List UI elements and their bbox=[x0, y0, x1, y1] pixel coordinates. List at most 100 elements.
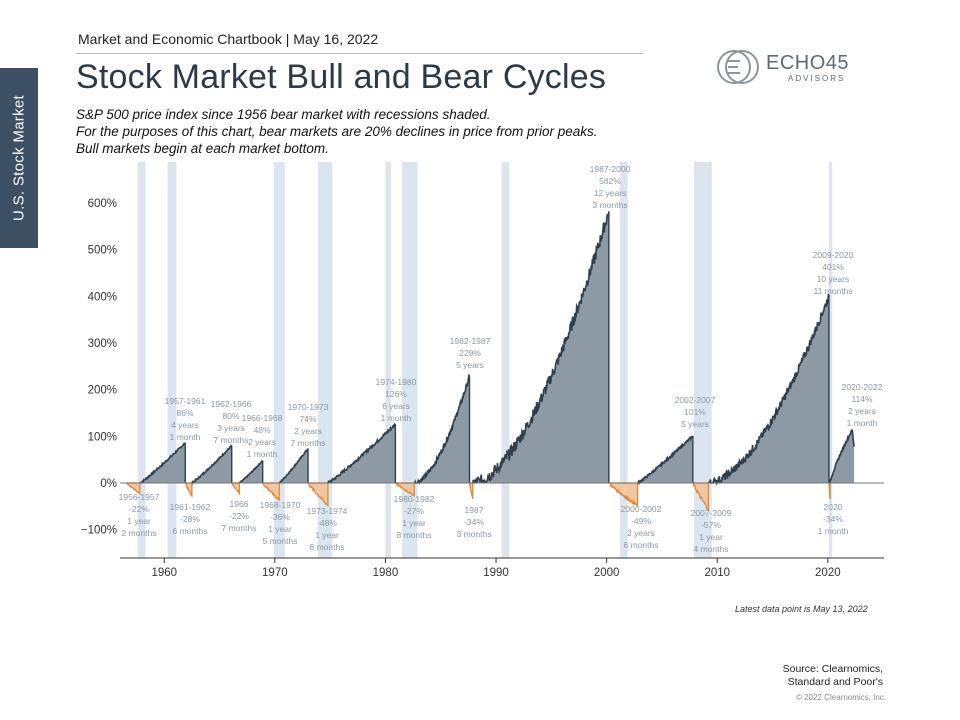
bull-7-label-line-2: 5 years bbox=[681, 419, 709, 429]
subtitle-line-3: Bull markets begin at each market bottom… bbox=[76, 141, 329, 156]
bear-8-label-line-0: 2007-2009 bbox=[691, 508, 732, 518]
chartbook-header: Market and Economic Chartbook | May 16, … bbox=[78, 31, 379, 47]
bull-area-0 bbox=[139, 442, 186, 483]
bear-8-label-line-1: -57% bbox=[701, 520, 721, 530]
bear-6-label-line-0: 1987 bbox=[465, 505, 484, 515]
bull-1-label-line-0: 1962-1966 bbox=[211, 399, 252, 409]
bull-area-5 bbox=[414, 375, 470, 483]
bear-3-label-line-1: -36% bbox=[270, 512, 290, 522]
bull-0-label-line-0: 1957-1961 bbox=[165, 396, 206, 406]
bull-line-1 bbox=[191, 444, 232, 485]
page-title: Stock Market Bull and Bear Cycles bbox=[76, 58, 607, 96]
bull-9-label-line-2: 2 years bbox=[848, 406, 876, 416]
bear-area-0 bbox=[125, 482, 141, 496]
bull-line-4 bbox=[327, 422, 397, 484]
bear-0-label-group: 1956-1957 -22% 1 year 2 months bbox=[119, 492, 160, 538]
bear-9-label-line-2: 1 month bbox=[818, 526, 849, 536]
bear-area-2 bbox=[230, 482, 241, 496]
bear-5-label-line-2: 1 year bbox=[402, 518, 426, 528]
chart-subtitle: S&P 500 price index since 1956 bear mark… bbox=[76, 106, 597, 157]
bull-2-label-line-0: 1966-1968 bbox=[242, 413, 283, 423]
bull-4-label-line-3: 1 month bbox=[381, 413, 412, 423]
logo-rings-icon bbox=[717, 50, 759, 84]
echo45-logo: ECHO45 ADVISORS bbox=[716, 40, 866, 90]
bear-7-label-line-1: -49% bbox=[631, 516, 651, 526]
bull-4-label-line-0: 1974-1980 bbox=[376, 377, 417, 387]
bear-1-label-line-2: 6 months bbox=[173, 526, 208, 536]
bull-5-label-line-0: 1982-1987 bbox=[450, 336, 491, 346]
bull-0-label-line-3: 1 month bbox=[170, 432, 201, 442]
bear-5-label-group: 1980-1982 -27% 1 year 8 months bbox=[394, 494, 435, 540]
y-tick-label-0: 600% bbox=[88, 198, 117, 210]
bull-7-label-line-0: 2002-2007 bbox=[675, 395, 716, 405]
section-tab: U.S. Stock Market bbox=[0, 68, 38, 248]
bull-6-label-line-2: 12 years bbox=[594, 188, 627, 198]
bull-8-label-line-2: 10 years bbox=[817, 274, 850, 284]
bull-9-label-group: 2020-2022 114% 2 years 1 month bbox=[842, 382, 883, 428]
bear-8-label-group: 2007-2009 -57% 1 year 4 months bbox=[691, 508, 732, 554]
bear-4-label-line-0: 1973-1974 bbox=[307, 506, 348, 516]
x-tick-label-4: 2000 bbox=[594, 567, 620, 579]
bear-0-label-line-3: 2 months bbox=[122, 528, 157, 538]
bear-8-label-line-2: 1 year bbox=[699, 532, 723, 542]
bull-line-8 bbox=[707, 293, 830, 487]
bear-6-label-line-2: 3 months bbox=[457, 529, 492, 539]
recession-band-9 bbox=[828, 162, 833, 558]
bull-5-label-group: 1982-1987 229% 5 years bbox=[450, 336, 491, 370]
bull-0-label-line-2: 4 years bbox=[171, 420, 199, 430]
bear-2-label-line-2: 7 months bbox=[222, 523, 257, 533]
bear-2-label-line-1: -22% bbox=[229, 511, 249, 521]
bear-0-label-line-2: 1 year bbox=[127, 516, 151, 526]
bull-5-label-line-2: 5 years bbox=[456, 360, 484, 370]
bull-9-label-line-1: 114% bbox=[851, 394, 873, 404]
bull-6-label-group: 1987-2000 582% 12 years 3 months bbox=[590, 164, 631, 210]
bull-2-label-line-2: 2 years bbox=[248, 437, 276, 447]
bull-4-label-line-2: 6 years bbox=[382, 401, 410, 411]
bull-1-label-line-1: 80% bbox=[222, 411, 239, 421]
bear-7-label-group: 2000-2002 -49% 2 years 6 months bbox=[621, 504, 662, 550]
bear-area-5 bbox=[394, 482, 415, 497]
bull-0-label-group: 1957-1961 86% 4 years 1 month bbox=[165, 396, 206, 442]
source-note: Source: Clearnomics, Standard and Poor's bbox=[783, 663, 883, 689]
bull-8-label-line-1: 401% bbox=[822, 262, 844, 272]
y-tick-label-7: −100% bbox=[81, 525, 117, 537]
bull-9-label-line-0: 2020-2022 bbox=[842, 382, 883, 392]
x-tick-label-2: 1980 bbox=[373, 567, 399, 579]
recession-band-2 bbox=[273, 162, 285, 558]
bull-2-label-line-1: 48% bbox=[253, 425, 270, 435]
bear-4-label-line-3: 8 months bbox=[310, 542, 345, 552]
header-divider bbox=[76, 53, 642, 54]
bull-line-5 bbox=[413, 373, 471, 485]
recession-band-6 bbox=[501, 162, 510, 558]
bull-2-label-group: 1966-1968 48% 2 years 1 month bbox=[242, 413, 283, 459]
bull-1-label-group: 1962-1966 80% 3 years 7 months bbox=[211, 399, 252, 445]
bull-7-label-line-1: 101% bbox=[684, 407, 706, 417]
bear-area-9 bbox=[828, 482, 831, 500]
bull-line-9 bbox=[829, 428, 855, 484]
bear-7-label-line-2: 2 years bbox=[627, 528, 655, 538]
bull-line-3 bbox=[279, 448, 309, 484]
bull-0-label-line-1: 86% bbox=[176, 408, 193, 418]
source-line-2: Standard and Poor's bbox=[787, 676, 883, 688]
bear-0-label-line-0: 1956-1957 bbox=[119, 492, 160, 502]
bear-5-label-line-1: -27% bbox=[404, 506, 424, 516]
bear-area-1 bbox=[184, 482, 193, 498]
bull-1-label-line-2: 3 years bbox=[217, 423, 245, 433]
bull-4-label-group: 1974-1980 126% 6 years 1 month bbox=[376, 377, 417, 423]
recession-band-0 bbox=[137, 162, 146, 558]
x-tick-label-0: 1960 bbox=[151, 567, 177, 579]
recession-band-3 bbox=[317, 162, 333, 558]
x-tick-label-6: 2020 bbox=[815, 567, 841, 579]
bull-4-label-line-1: 126% bbox=[385, 389, 407, 399]
latest-data-note: Latest data point is May 13, 2022 bbox=[735, 604, 868, 614]
y-tick-label-2: 400% bbox=[88, 291, 117, 303]
bull-2-label-line-3: 1 month bbox=[247, 449, 278, 459]
bear-2-label-line-0: 1966 bbox=[230, 499, 249, 509]
bull-6-label-line-1: 582% bbox=[599, 176, 621, 186]
recession-band-4 bbox=[385, 162, 391, 558]
bear-6-label-line-1: -34% bbox=[464, 517, 484, 527]
bull-8-label-group: 2009-2020 401% 10 years 11 months bbox=[813, 250, 854, 296]
bull-area-4 bbox=[327, 424, 396, 483]
x-tick-label-1: 1970 bbox=[262, 567, 288, 579]
